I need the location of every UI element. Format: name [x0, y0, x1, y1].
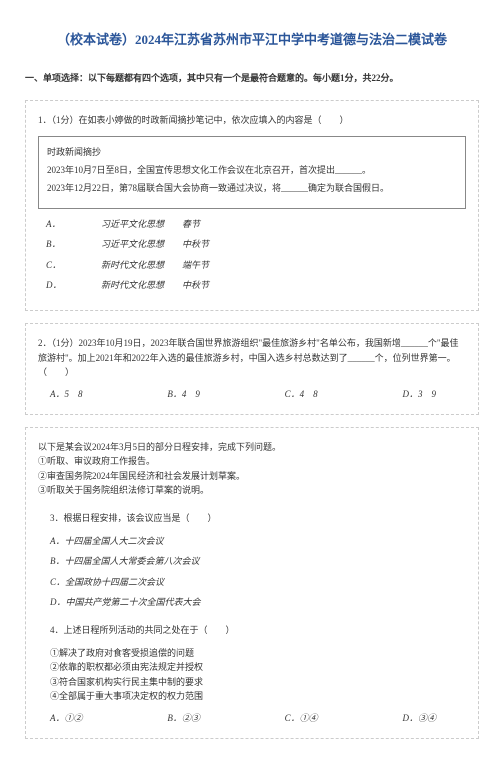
q3-sub2-stem: 4．上述日程所列活动的共同之处在于（ ）: [38, 623, 466, 637]
exam-title: （校本试卷）2024年江苏省苏州市平江中学中考道德与法治二模试卷: [25, 30, 479, 51]
q3-sub2-line2: ②依靠的职权都必须由宪法规定并授权: [38, 660, 466, 674]
q3-line1: ①听取、审议政府工作报告。: [38, 454, 466, 468]
q3-sub1-option-b: B．十四届全国人大常委会第八次会议: [50, 554, 466, 568]
q3-sub1-option-d: D．中国共产党第二十次全国代表大会: [50, 595, 466, 609]
section-header: 一、单项选择：以下每题都有四个选项，其中只有一个是最符合题意的。每小题1分，共2…: [25, 71, 479, 85]
q3-intro: 以下是某会议2024年3月5日的部分日程安排，完成下列问题。: [38, 440, 466, 454]
q1-options: A．习近平文化思想 春节 B．习近平文化思想 中秋节 C．新时代文化思想 端午节…: [38, 217, 466, 293]
q3-sub1-stem: 3．根据日程安排，该会议应当是（ ）: [38, 511, 466, 525]
q2-option-d: D．3 9: [402, 387, 436, 401]
q1-option-b: B．习近平文化思想 中秋节: [46, 237, 466, 251]
q3-line3: ③听取关于国务院组织法修订草案的说明。: [38, 483, 466, 497]
q3-sub1-option-c: C．全国政协十四届二次会议: [50, 575, 466, 589]
q3-sub1-option-a: A．十四届全国人大二次会议: [50, 534, 466, 548]
q3-line2: ②审查国务院2024年国民经济和社会发展计划草案。: [38, 469, 466, 483]
q2-stem: 2．（1分）2023年10月19日，2023年联合国世界旅游组织"最佳旅游乡村"…: [38, 336, 466, 379]
question-1: 1．（1分）在如表小婷做的时政新闻摘抄笔记中，依次应填入的内容是（ ） 时政新闻…: [25, 100, 479, 311]
question-3-4: 以下是某会议2024年3月5日的部分日程安排，完成下列问题。 ①听取、审议政府工…: [25, 427, 479, 739]
q1-box-line1: 时政新闻摘抄: [47, 145, 457, 159]
q1-box-line2: 2023年10月7日至8日，全国宣传思想文化工作会议在北京召开，首次提出____…: [47, 163, 457, 177]
q1-notes-box: 时政新闻摘抄 2023年10月7日至8日，全国宣传思想文化工作会议在北京召开，首…: [38, 136, 466, 209]
q2-option-a: A．5 8: [50, 387, 83, 401]
q1-option-c: C．新时代文化思想 端午节: [46, 258, 466, 272]
q1-stem: 1．（1分）在如表小婷做的时政新闻摘抄笔记中，依次应填入的内容是（ ）: [38, 113, 466, 127]
q1-box-line3: 2023年12月22日，第78届联合国大会协商一致通过决议，将______确定为…: [47, 181, 457, 195]
q2-option-b: B．4 9: [167, 387, 200, 401]
q1-option-d: D．新时代文化思想 中秋节: [46, 278, 466, 292]
q3-sub2-option-a: A．①②: [50, 711, 83, 725]
q3-sub1-options: A．十四届全国人大二次会议 B．十四届全国人大常委会第八次会议 C．全国政协十四…: [38, 534, 466, 610]
q3-sub2-line1: ①解决了政府对食客受损追偿的问题: [38, 646, 466, 660]
q3-sub2-line3: ③符合国家机构实行民主集中制的要求: [38, 675, 466, 689]
q2-options: A．5 8 B．4 9 C．4 8 D．3 9: [38, 387, 466, 401]
q3-sub2-option-b: B．②③: [167, 711, 200, 725]
q3-sub2-option-d: D．③④: [402, 711, 436, 725]
q3-sub2-line4: ④全部属于重大事项决定权的权力范围: [38, 689, 466, 703]
question-2: 2．（1分）2023年10月19日，2023年联合国世界旅游组织"最佳旅游乡村"…: [25, 323, 479, 415]
q1-option-a: A．习近平文化思想 春节: [46, 217, 466, 231]
q3-sub2-options: A．①② B．②③ C．①④ D．③④: [38, 711, 466, 725]
q2-option-c: C．4 8: [285, 387, 318, 401]
q3-sub2-option-c: C．①④: [285, 711, 318, 725]
